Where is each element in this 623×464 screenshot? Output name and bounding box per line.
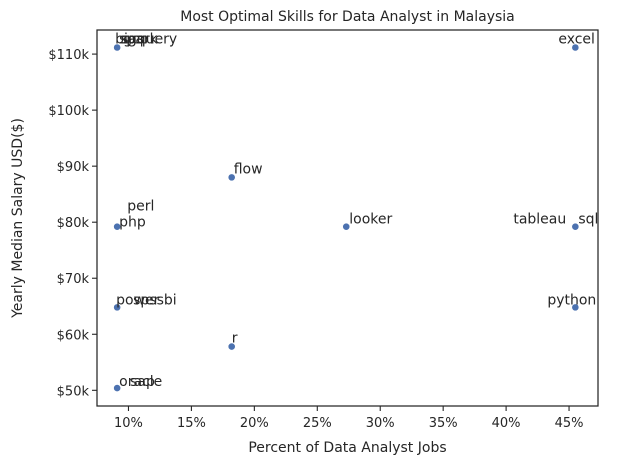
point-label-tableau: tableau [513, 212, 566, 228]
point-label-sas: sas [121, 32, 144, 48]
data-point-marker [113, 303, 122, 312]
point-label-sql: sql [578, 212, 598, 228]
point-label-spark: spark [119, 32, 159, 48]
point-label-excel: excel [558, 32, 595, 48]
point-label-r: r [232, 331, 238, 347]
point-label-spss: spss [133, 292, 164, 308]
y-axis-title: Yearly Median Salary USD($) [10, 118, 26, 319]
data-point-marker [113, 384, 122, 392]
point-label-python: python [547, 292, 596, 308]
x-tick-label: 20% [240, 416, 269, 431]
point-label-looker: looker [349, 212, 392, 228]
point-label-php: php [119, 215, 146, 231]
x-tick-label: 25% [303, 416, 332, 431]
data-point-marker [227, 173, 236, 182]
x-tick-label: 10% [114, 416, 143, 431]
x-tick-label: 15% [177, 416, 206, 431]
data-point-marker [227, 342, 236, 351]
y-tick-label: $50k [57, 384, 90, 399]
x-tick-label: 45% [555, 416, 584, 431]
data-points [113, 43, 580, 392]
y-tick-label: $80k [57, 216, 90, 231]
annotation-label: perl [127, 198, 154, 214]
y-axis-ticks: $50k $60k $70k $80k $90k $100k $110k [48, 48, 97, 399]
x-tick-label: 40% [492, 416, 521, 431]
point-label-power-bi: power bi [116, 292, 177, 308]
x-axis-ticks: 10% 15% 20% 25% 30% 35% 40% 45% [114, 406, 584, 431]
y-tick-label: $110k [48, 48, 89, 63]
plot-frame [96, 29, 599, 407]
point-label-gcp: gcp [123, 32, 149, 48]
y-tick-label: $60k [57, 328, 90, 343]
chart-title: Most Optimal Skills for Data Analyst in … [180, 9, 515, 25]
data-point-marker [571, 43, 580, 52]
y-tick-label: $100k [48, 104, 89, 119]
point-label-sap: sap [130, 374, 155, 390]
data-point-marker [571, 222, 580, 231]
x-axis-title: Percent of Data Analyst Jobs [248, 440, 446, 456]
point-label-flow: flow [234, 161, 263, 177]
point-label-bigquery: bigquery [115, 32, 177, 48]
data-point-marker [571, 303, 580, 312]
x-tick-label: 35% [429, 416, 458, 431]
data-point-marker [113, 43, 122, 52]
data-point-marker [113, 222, 122, 231]
x-tick-label: 30% [366, 416, 395, 431]
point-label-oracle: oracle [119, 374, 162, 390]
data-point-marker [342, 222, 351, 231]
y-tick-label: $90k [57, 160, 90, 175]
y-tick-label: $70k [57, 272, 90, 287]
